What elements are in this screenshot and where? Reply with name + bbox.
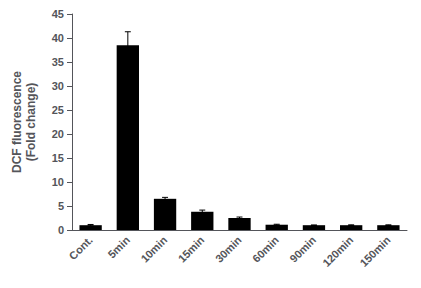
svg-text:90min: 90min [287, 234, 318, 265]
svg-text:0: 0 [58, 224, 64, 236]
svg-text:120min: 120min [320, 234, 355, 269]
svg-text:20: 20 [52, 128, 64, 140]
svg-text:25: 25 [52, 104, 64, 116]
svg-text:10: 10 [52, 176, 64, 188]
svg-text:30min: 30min [213, 234, 244, 265]
svg-text:(Fold change): (Fold change) [24, 83, 38, 162]
svg-text:30: 30 [52, 80, 64, 92]
svg-text:15: 15 [52, 152, 64, 164]
svg-text:35: 35 [52, 56, 64, 68]
svg-text:15min: 15min [176, 234, 207, 265]
svg-text:150min: 150min [357, 234, 392, 269]
svg-text:60min: 60min [250, 234, 281, 265]
svg-text:Cont.: Cont. [67, 234, 95, 262]
svg-text:10min: 10min [138, 234, 169, 265]
svg-text:5: 5 [58, 200, 64, 212]
svg-text:5min: 5min [105, 234, 132, 261]
svg-text:45: 45 [52, 8, 64, 20]
svg-text:DCF fluorescence: DCF fluorescence [10, 71, 24, 173]
svg-text:40: 40 [52, 32, 64, 44]
